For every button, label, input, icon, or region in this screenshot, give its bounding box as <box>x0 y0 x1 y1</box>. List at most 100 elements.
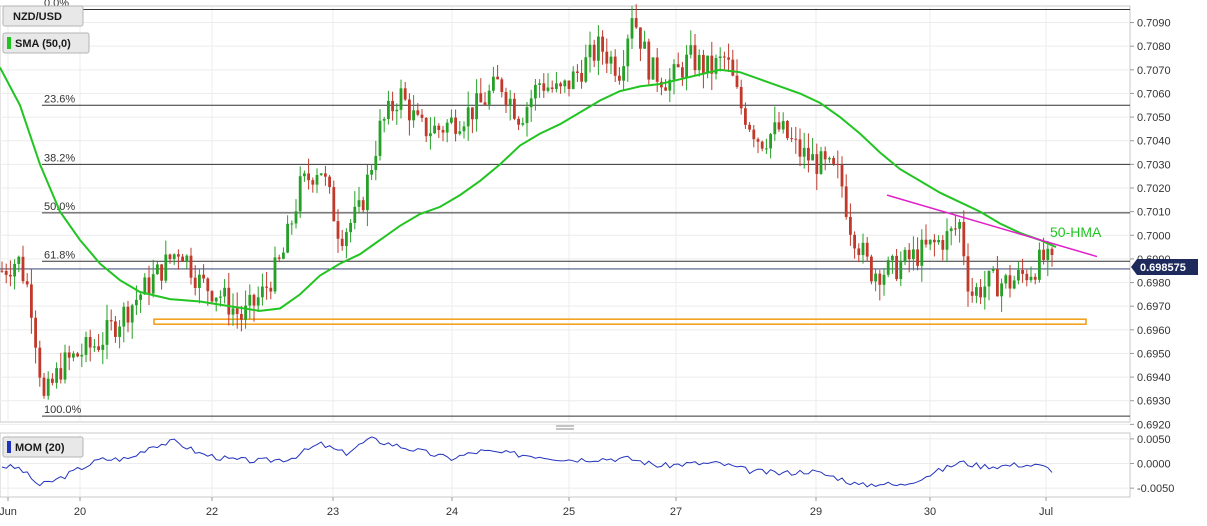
resistance-trendline <box>886 194 1098 258</box>
candle-body <box>496 76 499 80</box>
candle-body <box>38 347 42 378</box>
candle-body <box>319 173 323 175</box>
candle-body <box>723 56 726 58</box>
candle-body <box>93 346 96 348</box>
candle-body <box>802 147 806 157</box>
candle-body <box>949 228 953 232</box>
symbol-label: NZD/USD <box>13 11 62 23</box>
candle-body <box>206 278 210 292</box>
candle-body <box>1050 248 1054 255</box>
candle-body <box>849 216 852 235</box>
candle-body <box>597 36 600 61</box>
candle-body <box>769 134 772 149</box>
candle-body <box>412 110 415 121</box>
candle-body <box>1033 276 1037 280</box>
momentum-badge[interactable]: MOM (20) <box>2 436 84 458</box>
candle-body <box>17 256 21 264</box>
y-tick-label: 0.7040 <box>1137 136 1171 148</box>
candle-body <box>122 306 126 327</box>
candle-body <box>811 154 814 161</box>
candle-body <box>303 173 306 177</box>
candle-body <box>815 154 819 174</box>
sma-label: SMA (50,0) <box>15 38 71 50</box>
fib-label: 38.2% <box>44 152 75 164</box>
candle-body <box>521 123 525 125</box>
x-tick-label: 23 <box>327 506 339 518</box>
candle-body <box>185 255 189 263</box>
candle-body <box>361 200 365 211</box>
momentum-tick-label: 0.0000 <box>1137 459 1171 471</box>
candle-body <box>471 107 474 120</box>
candle-body <box>353 206 357 223</box>
candle-body <box>630 18 634 39</box>
fib-label: 100.0% <box>44 404 82 416</box>
current-price: 0.698575 <box>1140 262 1186 274</box>
candle-body <box>282 252 285 259</box>
x-tick-label: Jun <box>0 506 17 518</box>
candle-body <box>290 223 294 225</box>
fib-label: 61.8% <box>44 249 75 261</box>
sma-line <box>0 67 1057 312</box>
candle-body <box>160 264 163 281</box>
candle-body <box>223 287 226 297</box>
candle-body <box>1021 270 1024 274</box>
candle-body <box>828 158 831 160</box>
pane-resize-handle[interactable] <box>556 425 574 430</box>
current-price-tag: 0.698575 <box>1131 259 1198 275</box>
x-tick-label: 30 <box>924 506 936 518</box>
candle-body <box>781 121 785 130</box>
candle-body <box>924 239 928 245</box>
candle-body <box>105 320 109 345</box>
candle-body <box>227 287 231 315</box>
candle-body <box>395 109 399 112</box>
candle-body <box>51 378 54 383</box>
candle-body <box>857 248 861 256</box>
candle-body <box>601 36 604 52</box>
candle-body <box>1038 249 1041 280</box>
candle-body <box>823 151 827 160</box>
candle-body <box>584 57 588 82</box>
candle-body <box>445 122 449 133</box>
y-tick-label: 0.7000 <box>1137 230 1171 242</box>
candle-body <box>874 273 877 282</box>
candle-body <box>916 249 919 266</box>
candle-body <box>139 294 142 300</box>
sma-badge[interactable]: SMA (50,0) <box>2 32 90 54</box>
candle-body <box>34 317 37 348</box>
candle-body <box>198 274 201 288</box>
candle-body <box>626 38 630 67</box>
candle-body <box>25 281 29 285</box>
candle-body <box>576 71 579 73</box>
candle-body <box>168 254 172 260</box>
candle-body <box>466 107 470 127</box>
candle-body <box>130 305 134 323</box>
candle-body <box>870 256 873 282</box>
candle-body <box>643 41 646 49</box>
candle-body <box>588 44 592 58</box>
candle-body <box>613 56 617 76</box>
candle-body <box>882 274 886 285</box>
x-tick-label: 24 <box>446 506 458 518</box>
candle-body <box>63 352 67 380</box>
candle-body <box>487 90 491 105</box>
candle-body <box>727 57 730 60</box>
support-zone <box>153 318 1087 325</box>
y-tick-label: 0.6930 <box>1137 396 1171 408</box>
candle-body <box>193 277 197 288</box>
candle-body <box>424 117 428 137</box>
candle-body <box>513 98 516 119</box>
candle-body <box>46 378 50 396</box>
y-tick-label: 0.7020 <box>1137 183 1171 195</box>
candle-body <box>555 83 558 89</box>
candle-body <box>42 377 46 396</box>
candle-body <box>744 108 747 125</box>
symbol-badge[interactable]: NZD/USD <box>2 5 84 27</box>
candle-body <box>756 139 760 142</box>
candle-body <box>437 125 441 130</box>
candle-body <box>135 299 138 306</box>
candle-body <box>618 75 621 81</box>
candle-body <box>181 256 184 263</box>
candle-body <box>903 249 907 263</box>
momentum-tick-label: -0.0050 <box>1137 483 1174 495</box>
